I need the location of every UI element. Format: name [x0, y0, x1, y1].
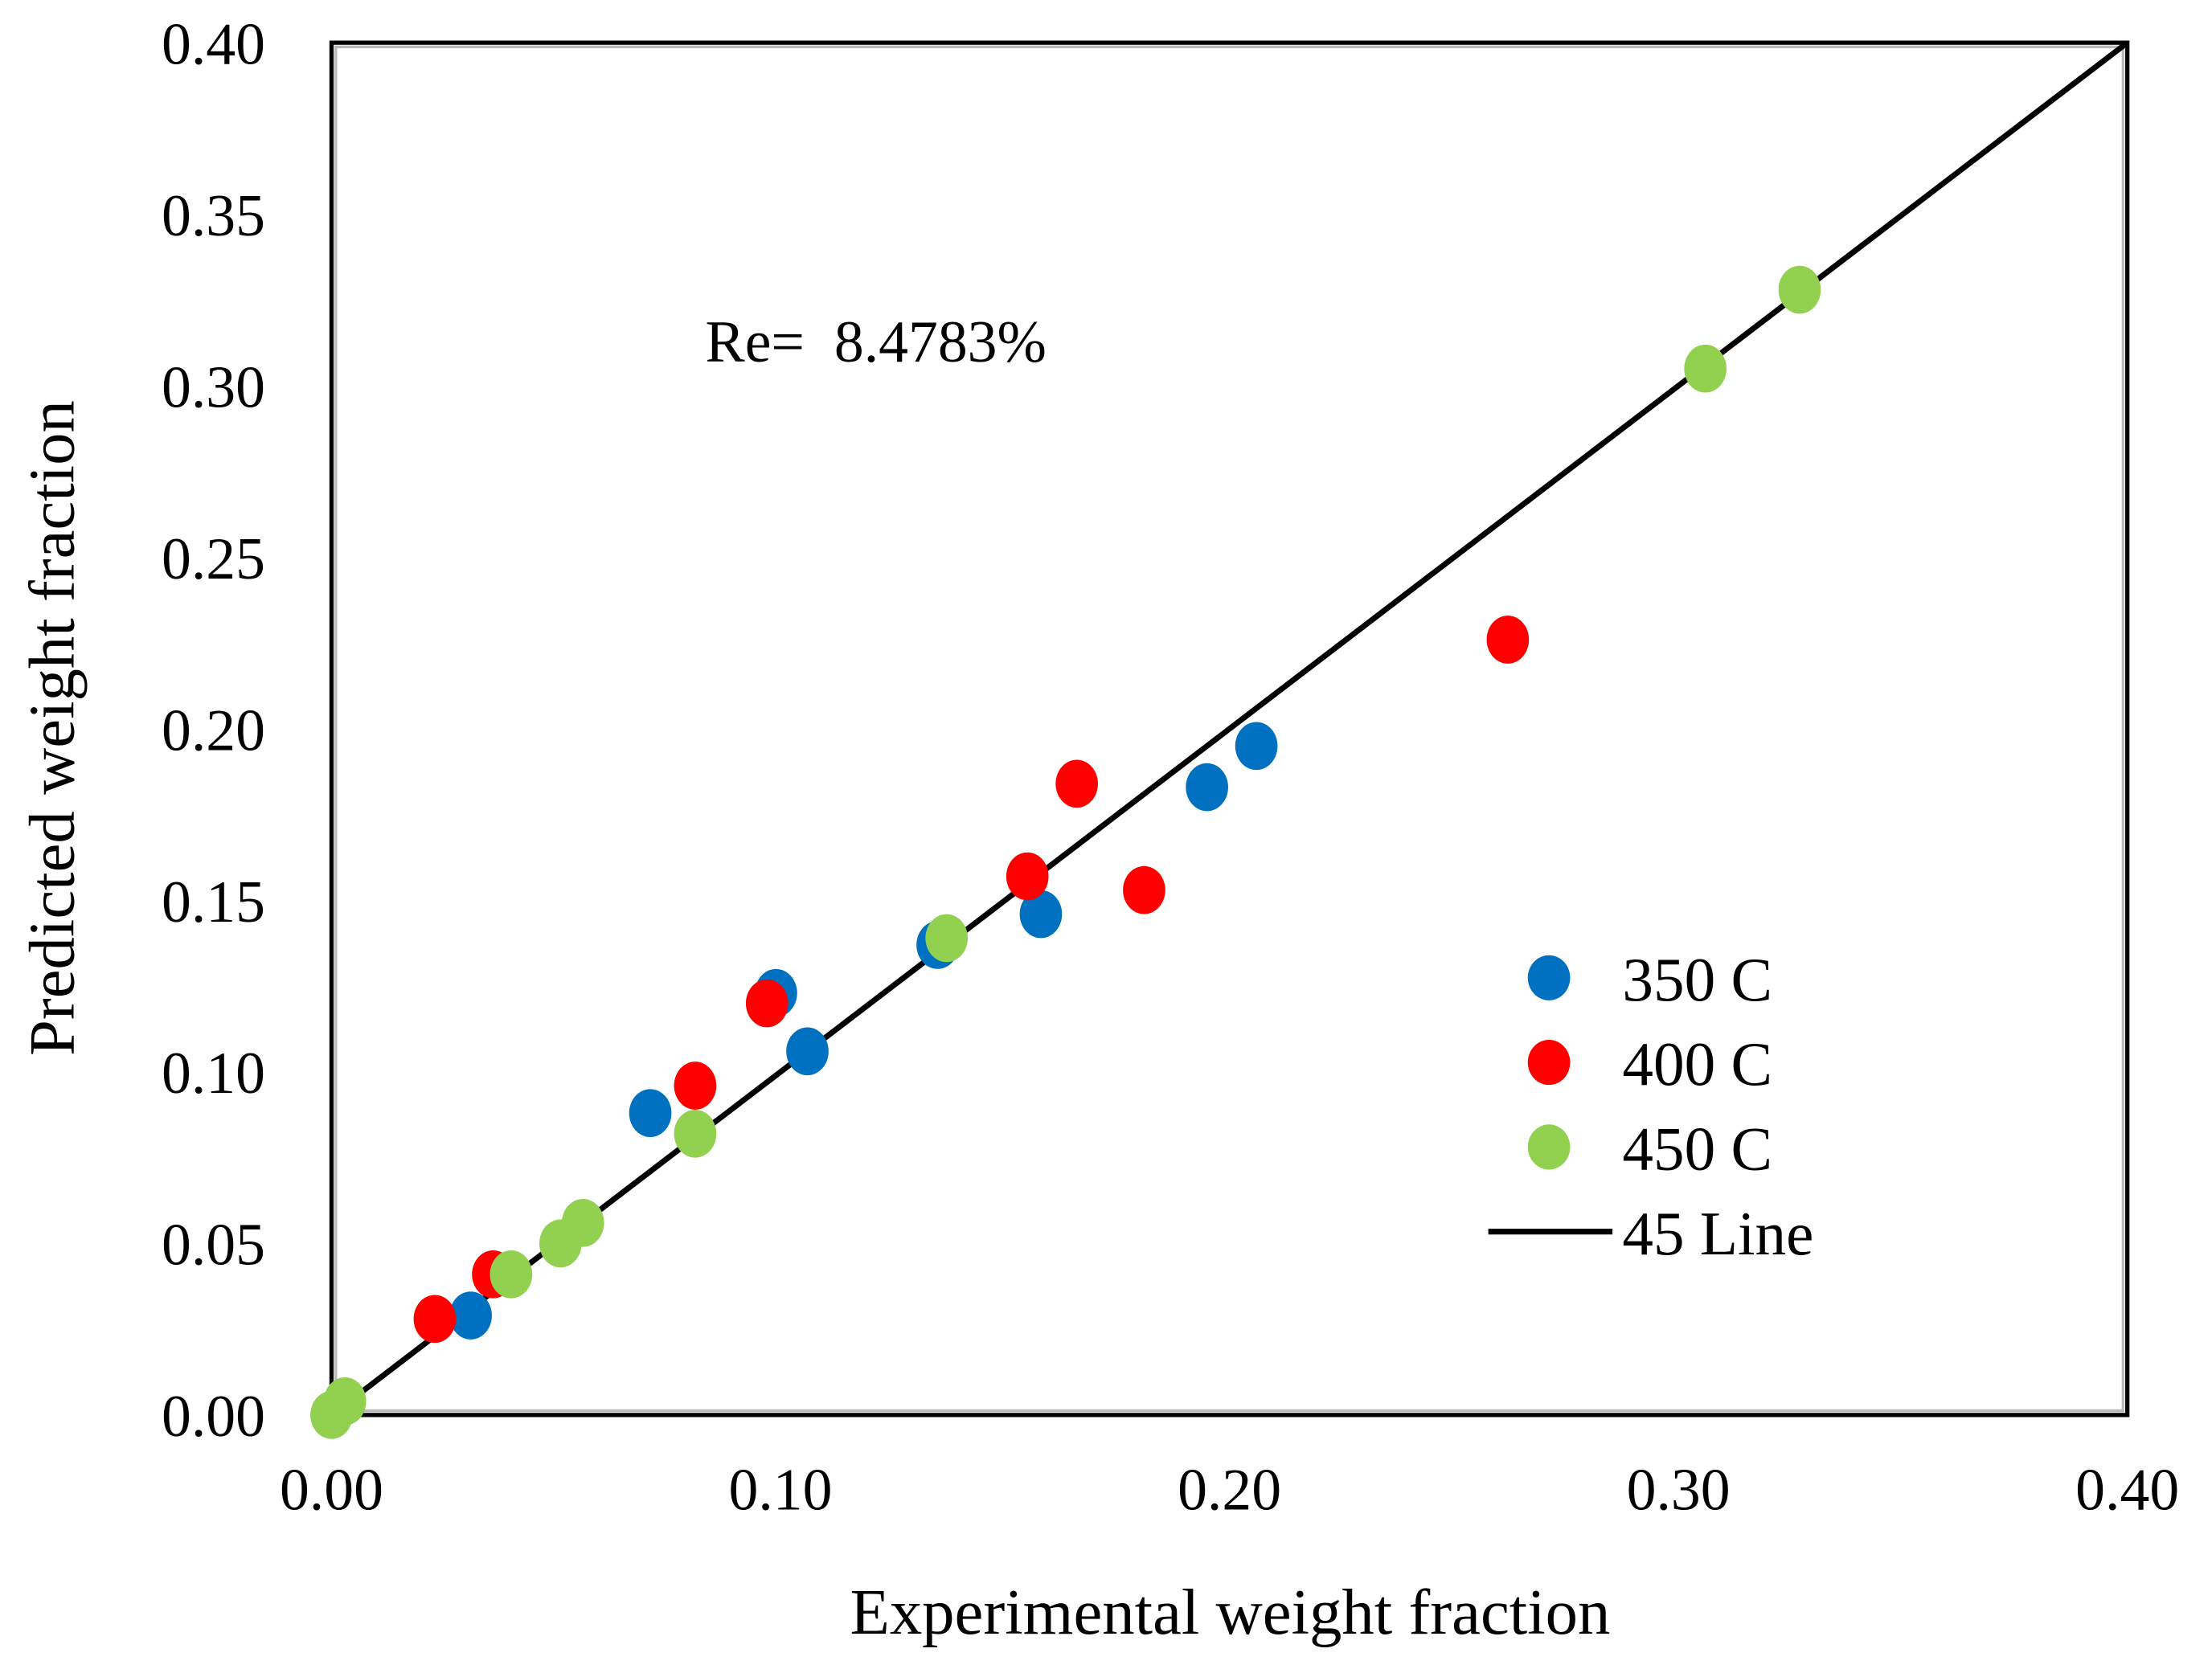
data-point-450-c: [925, 914, 969, 963]
data-point-350-c: [449, 1291, 492, 1340]
y-tick-label: 0.25: [162, 526, 265, 591]
x-tick-label: 0.00: [280, 1456, 383, 1522]
y-tick-label: 0.00: [162, 1383, 265, 1449]
x-tick-label: 0.20: [1178, 1456, 1281, 1522]
y-tick-label: 0.05: [162, 1212, 265, 1278]
data-point-400-c: [745, 979, 789, 1028]
plot-area-inner-border: [334, 45, 2125, 1413]
data-point-450-c: [1684, 344, 1727, 393]
data-point-350-c: [1235, 722, 1278, 771]
legend-label: 45 Line: [1622, 1199, 1813, 1268]
data-point-450-c: [323, 1377, 367, 1426]
x-tick-label: 0.30: [1627, 1456, 1731, 1522]
data-point-450-c: [674, 1109, 717, 1158]
data-point-400-c: [1006, 852, 1049, 901]
x-tick-label: 0.40: [2075, 1456, 2179, 1522]
data-point-350-c: [786, 1027, 829, 1076]
data-point-350-c: [629, 1089, 672, 1137]
data-point-450-c: [561, 1198, 604, 1247]
x-tick-label: 0.10: [729, 1456, 833, 1522]
x-axis-label: Experimental weight fraction: [850, 1577, 1611, 1648]
data-point-400-c: [1486, 616, 1530, 664]
y-tick-label: 0.10: [162, 1040, 265, 1106]
data-point-450-c: [1778, 265, 1821, 314]
y-tick-label: 0.35: [162, 182, 265, 248]
legend-marker: [1527, 955, 1571, 1000]
y-tick-label: 0.15: [162, 869, 265, 935]
legend-label: 400 C: [1622, 1029, 1772, 1098]
data-point-400-c: [1055, 759, 1098, 808]
45-line: [330, 40, 2129, 1418]
annotation-re: Re= 8.4783%: [706, 309, 1047, 374]
data-point-400-c: [413, 1295, 457, 1344]
data-point-350-c: [1186, 763, 1228, 812]
data-point-450-c: [490, 1250, 533, 1299]
y-axis-label: Predicted weight fraction: [16, 400, 88, 1056]
legend-label: 350 C: [1622, 945, 1772, 1014]
legend: 350 C 400 C 450 C 45 Line: [1488, 945, 1813, 1268]
y-tick-label: 0.40: [162, 10, 265, 76]
data-point-400-c: [674, 1062, 717, 1110]
data-point-350-c: [1019, 890, 1063, 939]
y-tick-label: 0.30: [162, 354, 265, 419]
legend-marker: [1527, 1040, 1571, 1086]
y-tick-label: 0.20: [162, 697, 265, 763]
legend-label: 450 C: [1622, 1114, 1772, 1183]
legend-marker: [1527, 1124, 1571, 1170]
data-point-400-c: [1123, 865, 1165, 914]
